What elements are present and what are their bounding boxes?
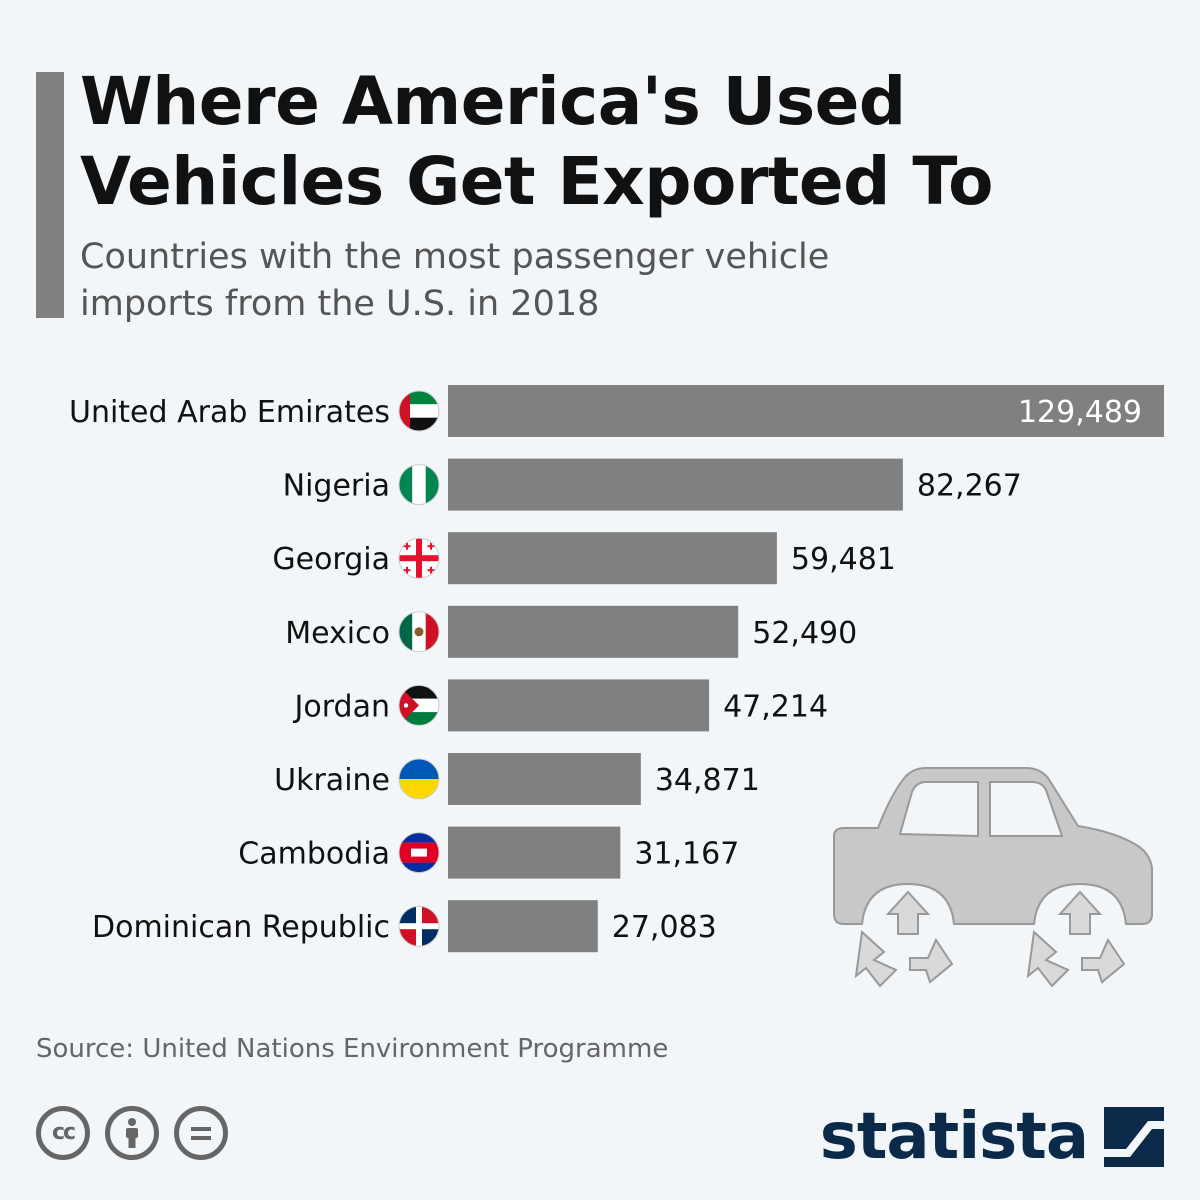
- page-subtitle: Countries with the most passenger vehicl…: [80, 234, 1080, 328]
- title-accent-bar: [36, 72, 64, 318]
- statista-logo[interactable]: statista: [820, 1100, 1164, 1174]
- no-derivatives-icon[interactable]: [174, 1106, 228, 1160]
- value-label: 82,267: [917, 469, 1022, 504]
- bar: [448, 605, 739, 658]
- bar: [448, 826, 621, 879]
- value-label: 47,214: [723, 689, 828, 724]
- brand-name: statista: [819, 1100, 1089, 1174]
- georgia-flag-icon: [398, 537, 440, 579]
- bar: [448, 900, 598, 953]
- category-label: Jordan: [293, 689, 390, 724]
- category-label: Nigeria: [283, 469, 390, 504]
- value-label: 59,481: [791, 542, 896, 577]
- ukraine-flag-icon: [398, 758, 440, 800]
- bar-chart: United Arab Emirates 129,489 Nigeria 82,267…: [69, 385, 1164, 953]
- category-label: Georgia: [272, 542, 390, 577]
- value-label: 129,489: [1018, 395, 1142, 430]
- value-label: 34,871: [655, 763, 760, 798]
- bar: [448, 532, 777, 585]
- cambodia-flag-icon: [398, 832, 440, 874]
- subtitle-line-1: Countries with the most passenger vehicl…: [80, 237, 830, 277]
- page-title: Where America's Used Vehicles Get Export…: [80, 62, 1160, 222]
- mexico-flag-icon: [398, 611, 440, 653]
- value-label: 27,083: [612, 910, 717, 945]
- title-line-2: Vehicles Get Exported To: [80, 143, 994, 220]
- person-icon: [126, 1118, 138, 1148]
- value-label: 52,490: [752, 616, 857, 651]
- uae-flag-icon: [398, 390, 440, 432]
- category-label: Ukraine: [274, 763, 390, 798]
- category-label: United Arab Emirates: [69, 395, 390, 430]
- dominican-republic-flag-icon: [398, 905, 440, 947]
- license-icons: cc: [36, 1106, 228, 1160]
- bar: [448, 753, 641, 805]
- statista-logo-icon: [1104, 1107, 1164, 1167]
- cc-icon-label: cc: [51, 1120, 76, 1145]
- source-note: Source: United Nations Environment Progr…: [36, 1034, 669, 1064]
- bar: [448, 458, 903, 511]
- category-label: Cambodia: [238, 837, 390, 872]
- bar: [448, 385, 1164, 437]
- nigeria-flag-icon: [398, 464, 440, 506]
- car-recycle-icon: [833, 767, 1153, 988]
- category-label: Dominican Republic: [92, 910, 390, 945]
- attribution-icon[interactable]: [105, 1106, 159, 1160]
- title-line-1: Where America's Used: [80, 63, 906, 140]
- equals-icon: [191, 1127, 211, 1140]
- bar: [448, 679, 710, 732]
- subtitle-line-2: imports from the U.S. in 2018: [80, 284, 600, 324]
- cc-icon[interactable]: cc: [36, 1106, 90, 1160]
- jordan-flag-icon: [398, 684, 440, 726]
- category-label: Mexico: [285, 616, 390, 651]
- value-label: 31,167: [634, 837, 739, 872]
